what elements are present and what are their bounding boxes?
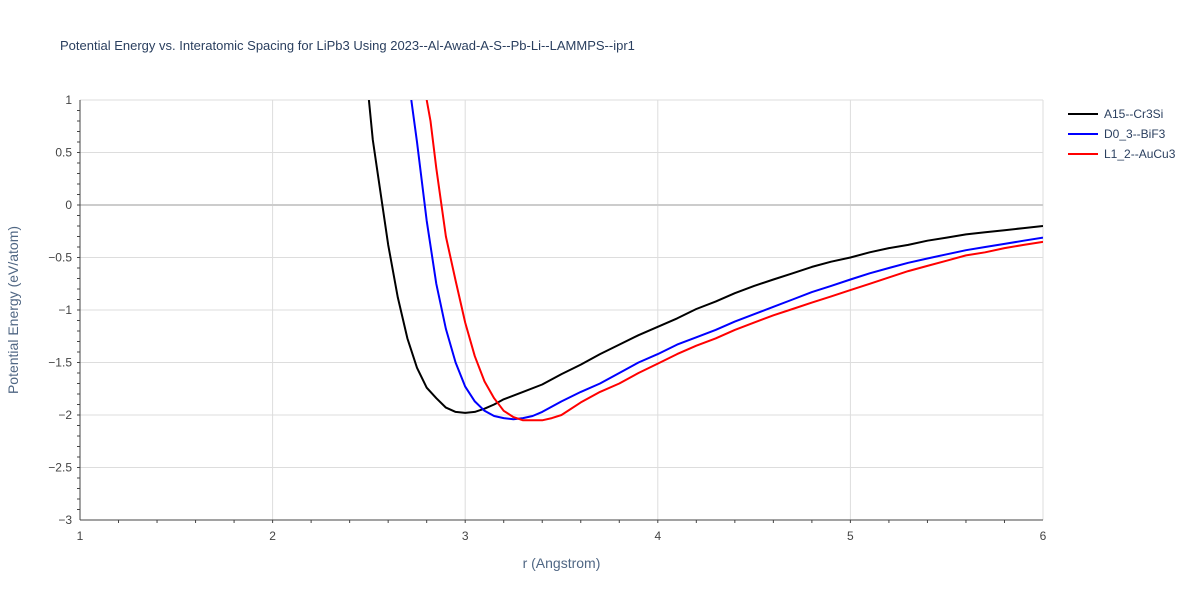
legend[interactable]: A15--Cr3Si D0_3--BiF3 L1_2--AuCu3 bbox=[1068, 107, 1176, 161]
series-line-1 bbox=[410, 100, 1043, 421]
legend-label: D0_3--BiF3 bbox=[1104, 127, 1166, 141]
x-tick-label: 4 bbox=[654, 529, 661, 543]
x-tick-label: 3 bbox=[462, 529, 469, 543]
x-tick-labels: 1 2 3 4 5 6 bbox=[77, 529, 1047, 543]
x-tick-label: 1 bbox=[77, 529, 84, 543]
y-tick-label: 1 bbox=[65, 93, 72, 107]
legend-item[interactable]: A15--Cr3Si bbox=[1068, 107, 1163, 121]
y-tick-label: −2 bbox=[58, 408, 72, 422]
legend-item[interactable]: D0_3--BiF3 bbox=[1068, 127, 1166, 141]
y-tick-label: −1.5 bbox=[48, 356, 72, 370]
series-lines bbox=[367, 100, 1043, 422]
series-line-2 bbox=[425, 100, 1043, 422]
x-tick-label: 5 bbox=[847, 529, 854, 543]
y-tick-labels: 1 0.5 0 −0.5 −1 −1.5 −2 −2.5 −3 bbox=[48, 93, 72, 527]
y-tick-label: −0.5 bbox=[48, 251, 72, 265]
legend-label: A15--Cr3Si bbox=[1104, 107, 1163, 121]
grid-lines bbox=[80, 99, 1044, 520]
series-line-0 bbox=[367, 100, 1043, 414]
y-tick-label: −3 bbox=[58, 513, 72, 527]
chart-title: Potential Energy vs. Interatomic Spacing… bbox=[60, 38, 635, 53]
legend-label: L1_2--AuCu3 bbox=[1104, 147, 1176, 161]
y-tick-label: 0.5 bbox=[55, 146, 72, 160]
y-axis-title: Potential Energy (eV/atom) bbox=[5, 226, 21, 394]
x-axis-title: r (Angstrom) bbox=[523, 555, 601, 571]
x-tick-label: 6 bbox=[1040, 529, 1047, 543]
legend-item[interactable]: L1_2--AuCu3 bbox=[1068, 147, 1176, 161]
y-tick-label: −1 bbox=[58, 303, 72, 317]
y-tick-label: 0 bbox=[65, 198, 72, 212]
axes bbox=[77, 100, 1043, 523]
y-tick-label: −2.5 bbox=[48, 461, 72, 475]
x-tick-label: 2 bbox=[269, 529, 276, 543]
